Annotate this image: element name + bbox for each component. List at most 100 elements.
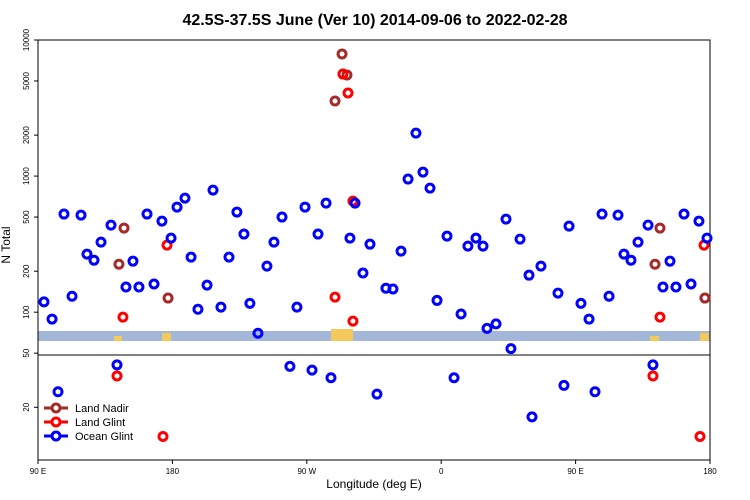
point [148, 278, 160, 290]
point [694, 431, 706, 443]
point [395, 245, 407, 257]
point [156, 215, 168, 227]
point [171, 201, 183, 213]
point [647, 359, 659, 371]
point [46, 313, 58, 325]
point [231, 206, 243, 218]
point [583, 313, 595, 325]
point [105, 219, 117, 231]
point [165, 232, 177, 244]
point [431, 294, 443, 306]
point [325, 372, 337, 384]
point [201, 279, 213, 291]
point [38, 296, 50, 308]
point [410, 127, 422, 139]
x-tick-label: 90 E [30, 467, 46, 476]
point [207, 184, 219, 196]
point [632, 236, 644, 248]
point [276, 211, 288, 223]
point [500, 213, 512, 225]
point [535, 260, 547, 272]
point [402, 173, 414, 185]
point [329, 95, 341, 107]
point [185, 251, 197, 263]
point [179, 192, 191, 204]
point [244, 297, 256, 309]
point [162, 292, 174, 304]
point [364, 238, 376, 250]
point [252, 327, 264, 339]
point [701, 232, 713, 244]
point [344, 232, 356, 244]
point [654, 311, 666, 323]
point [88, 254, 100, 266]
point [523, 269, 535, 281]
point [66, 290, 78, 302]
point [118, 222, 130, 234]
y-tick-label: 10000 [22, 28, 31, 51]
land-sea-band [38, 331, 710, 341]
point [157, 431, 169, 443]
point [603, 290, 615, 302]
x-tick-label: 90 W [297, 467, 316, 476]
point [320, 197, 332, 209]
point [657, 281, 669, 293]
point [481, 322, 493, 334]
chart-title: 42.5S-37.5S June (Ver 10) 2014-09-06 to … [182, 12, 567, 29]
point [448, 372, 460, 384]
point [312, 228, 324, 240]
point [329, 291, 341, 303]
legend-marker [50, 430, 62, 442]
point [470, 232, 482, 244]
point [141, 208, 153, 220]
point [699, 292, 711, 304]
point [455, 308, 467, 320]
point [462, 240, 474, 252]
point [299, 201, 311, 213]
point [649, 258, 661, 270]
x-tick-label: 0 [439, 467, 444, 476]
y-tick-label: 5000 [22, 72, 31, 90]
x-axis-label: Longitude (deg E) [326, 477, 421, 491]
point [387, 283, 399, 295]
point [417, 166, 429, 178]
land-marks [114, 329, 709, 341]
y-tick-label: 200 [22, 264, 31, 278]
point [424, 182, 436, 194]
x-tick-label: 180 [166, 467, 180, 476]
y-tick-label: 100 [22, 305, 31, 319]
point [371, 388, 383, 400]
point [120, 281, 132, 293]
point [117, 311, 129, 323]
point [349, 197, 361, 209]
point [612, 209, 624, 221]
x-tick-label: 90 E [567, 467, 583, 476]
point [558, 379, 570, 391]
point [589, 386, 601, 398]
point [347, 315, 359, 327]
point [81, 248, 93, 260]
point [647, 370, 659, 382]
point [664, 255, 676, 267]
point [477, 240, 489, 252]
point [625, 254, 637, 266]
point [552, 287, 564, 299]
point [223, 251, 235, 263]
y-tick-label: 20 [22, 402, 31, 411]
y-tick-label: 50 [22, 348, 31, 357]
point [490, 318, 502, 330]
point [268, 236, 280, 248]
point [563, 220, 575, 232]
point [75, 209, 87, 221]
point [261, 260, 273, 272]
x-tick-label: 180 [703, 467, 717, 476]
point [526, 411, 538, 423]
y-tick-label: 2000 [22, 126, 31, 144]
legend-marker [50, 402, 62, 414]
point [306, 364, 318, 376]
point [215, 301, 227, 313]
point [337, 68, 349, 80]
point [654, 222, 666, 234]
point [505, 343, 517, 355]
point [685, 278, 697, 290]
